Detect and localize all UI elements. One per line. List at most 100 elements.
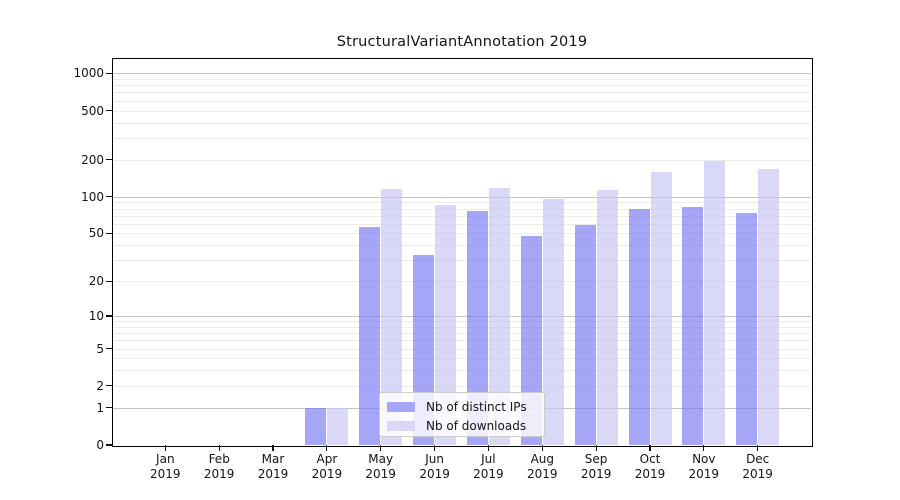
y-axis-tick-label: 1 bbox=[96, 400, 104, 415]
y-axis-tick bbox=[106, 196, 113, 198]
x-axis-tick bbox=[649, 445, 651, 451]
month-label: Jun bbox=[425, 452, 444, 466]
x-axis-tick bbox=[272, 445, 274, 451]
bar-downloads-dec bbox=[758, 169, 780, 445]
x-axis-tick bbox=[541, 445, 543, 451]
bar-distinct-ips-nov bbox=[682, 207, 704, 445]
year-label: 2019 bbox=[473, 466, 504, 481]
bar-downloads-jul bbox=[488, 187, 510, 445]
minor-gridline bbox=[113, 137, 811, 139]
year-label: 2019 bbox=[634, 466, 666, 481]
month-label: Oct bbox=[639, 452, 661, 466]
month-label: Aug bbox=[530, 452, 555, 466]
month-label: Nov bbox=[692, 452, 716, 466]
x-axis-tick bbox=[595, 445, 597, 451]
bar-downloads-aug bbox=[542, 198, 564, 445]
month-label: Dec bbox=[746, 452, 770, 466]
year-label: 2019 bbox=[150, 466, 181, 481]
year-label: 2019 bbox=[311, 466, 343, 481]
minor-gridline bbox=[113, 208, 811, 210]
bar-downloads-jun bbox=[435, 205, 457, 445]
y-axis-tick-label: 2 bbox=[96, 378, 104, 393]
y-axis-tick-label: 20 bbox=[88, 274, 104, 289]
minor-gridline bbox=[113, 370, 811, 372]
minor-gridline bbox=[113, 281, 811, 283]
minor-gridline bbox=[113, 233, 811, 235]
bar-distinct-ips-jul bbox=[466, 211, 488, 445]
bar-distinct-ips-oct bbox=[628, 209, 650, 445]
month-label: May bbox=[368, 452, 394, 466]
x-axis-tick bbox=[487, 445, 490, 451]
month-label: Sep bbox=[584, 452, 608, 466]
x-axis-tick bbox=[164, 445, 166, 451]
bar-distinct-ips-may bbox=[359, 227, 381, 445]
minor-gridline bbox=[113, 245, 811, 247]
bar-downloads-oct bbox=[650, 172, 672, 445]
minor-gridline bbox=[113, 122, 811, 124]
y-axis-tick bbox=[106, 159, 113, 161]
year-label: 2019 bbox=[365, 466, 396, 481]
y-axis-tick-label: 5 bbox=[96, 341, 104, 356]
x-axis-tick-label-sep: Sep 2019 bbox=[560, 452, 632, 481]
y-axis-tick bbox=[106, 280, 113, 282]
bar-distinct-ips-sep bbox=[574, 224, 596, 445]
minor-gridline bbox=[113, 92, 811, 94]
year-label: 2019 bbox=[203, 466, 235, 481]
minor-gridline bbox=[113, 159, 811, 161]
y-axis-tick bbox=[106, 407, 113, 409]
legend-swatch-distinct-ips bbox=[387, 401, 415, 412]
bar-distinct-ips-dec bbox=[736, 213, 758, 445]
x-axis-tick-label-mar: Mar 2019 bbox=[237, 452, 309, 481]
x-axis-tick bbox=[703, 445, 705, 451]
x-axis-tick-label-nov: Nov 2019 bbox=[668, 452, 740, 481]
minor-gridline bbox=[113, 385, 811, 387]
x-axis-tick bbox=[380, 445, 382, 451]
minor-gridline bbox=[113, 321, 811, 323]
minor-gridline bbox=[113, 110, 811, 112]
minor-gridline bbox=[113, 260, 811, 262]
x-axis-tick bbox=[326, 445, 328, 451]
major-gridline bbox=[113, 316, 811, 317]
bar-downloads-apr bbox=[327, 407, 349, 445]
legend-label-downloads: Nb of downloads bbox=[426, 418, 527, 433]
month-label: Apr bbox=[316, 452, 338, 466]
y-axis-tick-label: 1000 bbox=[73, 66, 104, 81]
month-label: Mar bbox=[261, 452, 285, 466]
x-axis-tick bbox=[433, 445, 436, 451]
month-label: Jul bbox=[481, 452, 496, 466]
bar-downloads-nov bbox=[704, 161, 726, 445]
x-axis-tick bbox=[218, 445, 220, 451]
plot-area bbox=[113, 59, 811, 445]
minor-gridline bbox=[113, 100, 811, 102]
x-axis-tick-label-jul: Jul 2019 bbox=[452, 452, 524, 481]
y-axis-tick-label: 0 bbox=[96, 438, 104, 452]
chart-title: StructuralVariantAnnotation 2019 bbox=[336, 34, 588, 50]
legend-item-distinct-ips: Nb of distinct IPs bbox=[387, 398, 544, 415]
y-axis-tick bbox=[106, 347, 113, 350]
minor-gridline bbox=[113, 78, 811, 80]
month-label: Jan bbox=[156, 452, 175, 466]
x-axis-tick bbox=[757, 445, 759, 451]
minor-gridline bbox=[113, 348, 811, 350]
y-axis-tick-label: 500 bbox=[81, 103, 104, 118]
x-axis-tick-label-feb: Feb 2019 bbox=[183, 452, 255, 481]
x-axis-tick-label-apr: Apr 2019 bbox=[291, 452, 363, 481]
year-label: 2019 bbox=[580, 466, 612, 481]
y-axis-tick bbox=[106, 109, 113, 112]
minor-gridline bbox=[113, 223, 811, 225]
x-axis-tick-label-may: May 2019 bbox=[345, 452, 417, 481]
y-axis-tick-label: 10 bbox=[88, 309, 104, 323]
y-axis-tick bbox=[106, 72, 113, 74]
minor-gridline bbox=[113, 85, 811, 87]
bar-downloads-sep bbox=[596, 189, 618, 445]
minor-gridline bbox=[113, 202, 811, 204]
major-gridline bbox=[113, 73, 811, 75]
legend-swatch-downloads bbox=[387, 420, 415, 431]
y-axis-tick bbox=[106, 315, 113, 317]
y-axis-tick bbox=[106, 444, 113, 446]
minor-gridline bbox=[113, 340, 811, 342]
legend: Nb of distinct IPs Nb of downloads bbox=[379, 392, 545, 437]
legend-item-downloads: Nb of downloads bbox=[387, 417, 544, 434]
legend-label-distinct-ips: Nb of distinct IPs bbox=[426, 399, 527, 414]
